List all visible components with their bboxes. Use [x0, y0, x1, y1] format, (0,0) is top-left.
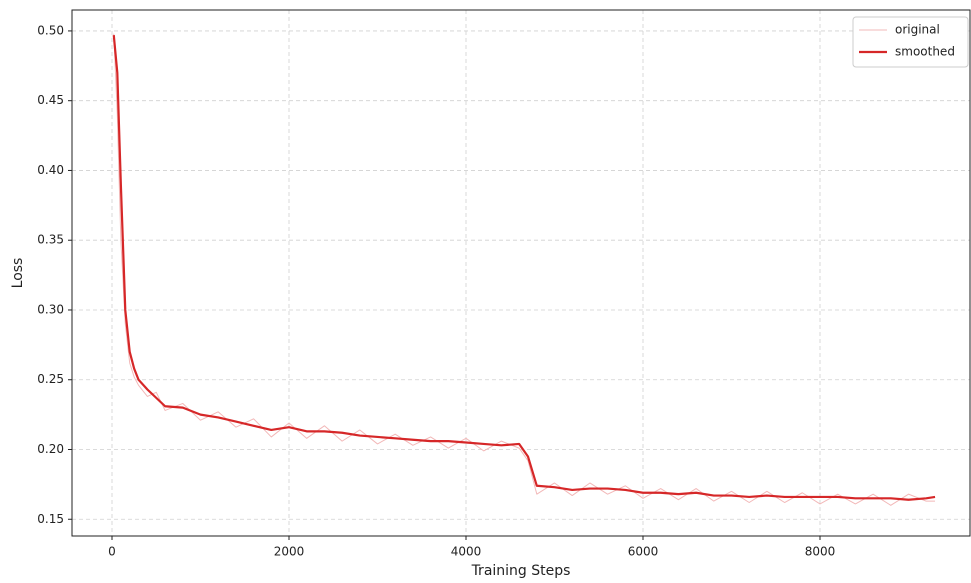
- y-tick-label: 0.20: [37, 442, 64, 456]
- x-tick-label: 8000: [805, 545, 836, 559]
- y-tick-label: 0.25: [37, 372, 64, 386]
- x-axis-label: Training Steps: [471, 563, 571, 579]
- y-tick-label: 0.50: [37, 23, 64, 37]
- y-tick-label: 0.40: [37, 163, 64, 177]
- plot-frame: [71, 9, 971, 537]
- legend-label: original: [895, 23, 940, 37]
- legend-label: smoothed: [895, 45, 955, 59]
- x-tick-label: 4000: [451, 545, 482, 559]
- x-tick-label: 0: [108, 545, 116, 559]
- series-line: [113, 33, 936, 506]
- y-tick-label: 0.45: [37, 93, 64, 107]
- series-line: [112, 35, 936, 501]
- y-axis-label: Loss: [10, 258, 26, 289]
- x-tick-label: 2000: [274, 545, 305, 559]
- y-tick-label: 0.15: [37, 512, 64, 526]
- y-tick-label: 0.35: [37, 233, 64, 247]
- x-tick-label: 6000: [628, 545, 659, 559]
- y-tick-label: 0.30: [37, 302, 64, 316]
